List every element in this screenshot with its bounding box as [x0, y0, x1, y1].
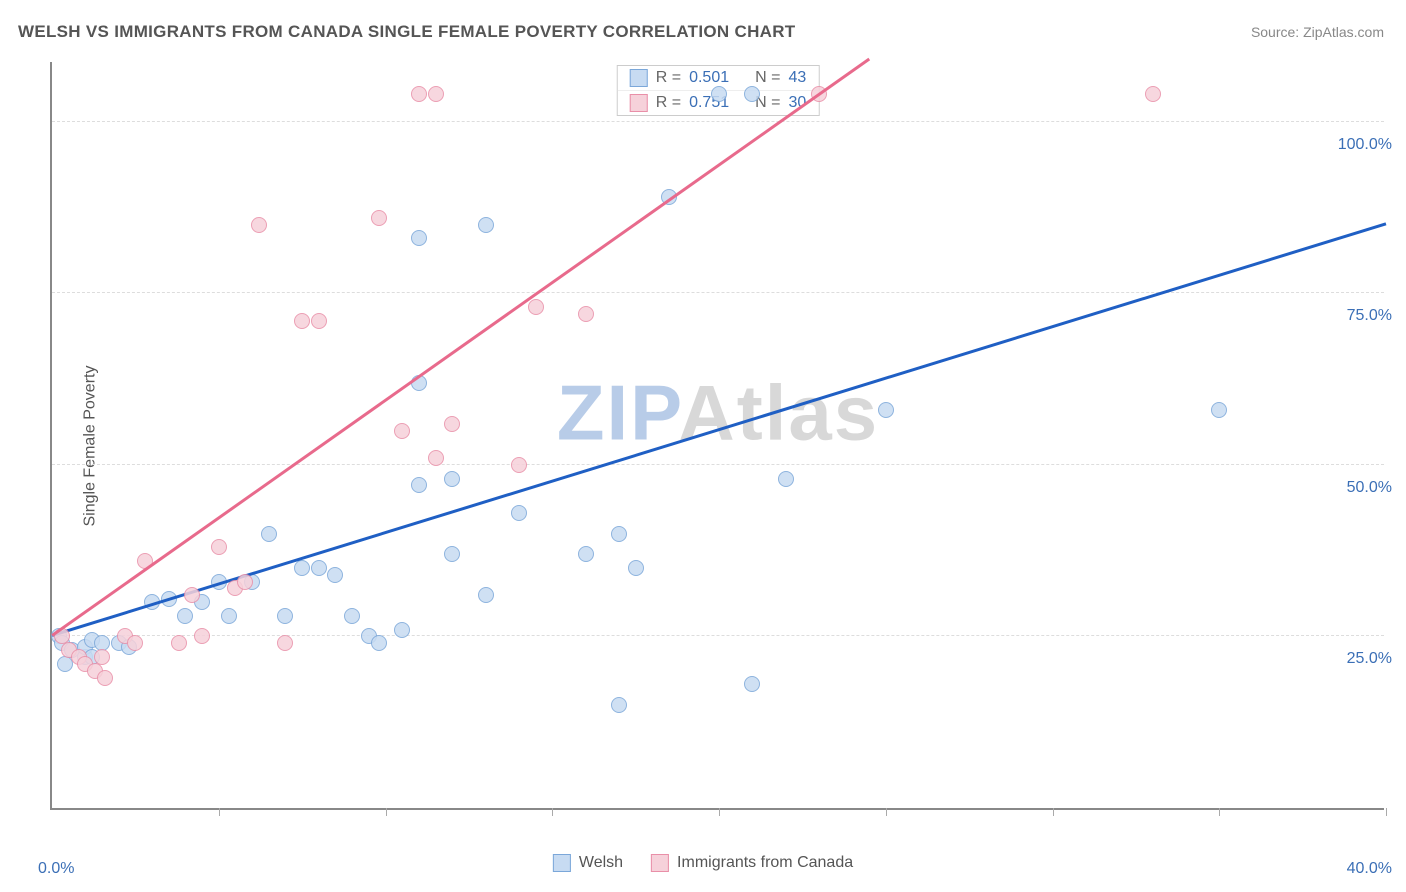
data-point-canada: [311, 313, 327, 329]
data-point-canada: [444, 416, 460, 432]
swatch-welsh: [630, 69, 648, 87]
data-point-welsh: [1211, 402, 1227, 418]
x-tick: [1386, 808, 1387, 816]
trendline-welsh: [52, 222, 1387, 636]
data-point-canada: [528, 299, 544, 315]
legend-item-canada: Immigrants from Canada: [651, 854, 853, 872]
y-tick-label: 100.0%: [1338, 136, 1392, 154]
data-point-welsh: [628, 560, 644, 576]
source-attribution: Source: ZipAtlas.com: [1251, 24, 1384, 40]
source-prefix: Source:: [1251, 24, 1303, 40]
data-point-welsh: [371, 635, 387, 651]
data-point-canada: [171, 635, 187, 651]
x-tick: [1053, 808, 1054, 816]
data-point-canada: [237, 574, 253, 590]
data-point-welsh: [444, 546, 460, 562]
data-point-welsh: [511, 505, 527, 521]
data-point-welsh: [444, 471, 460, 487]
data-point-welsh: [711, 86, 727, 102]
gridline-h: [52, 635, 1384, 636]
swatch-canada: [630, 94, 648, 112]
legend-label-canada: Immigrants from Canada: [677, 854, 853, 872]
r-label: R =: [656, 94, 681, 112]
data-point-welsh: [344, 608, 360, 624]
data-point-canada: [371, 210, 387, 226]
data-point-canada: [277, 635, 293, 651]
series-legend: Welsh Immigrants from Canada: [553, 854, 853, 872]
data-point-canada: [294, 313, 310, 329]
data-point-welsh: [294, 560, 310, 576]
data-point-canada: [127, 635, 143, 651]
y-tick-label: 25.0%: [1347, 650, 1392, 668]
legend-item-welsh: Welsh: [553, 854, 623, 872]
scatter-plot: ZIPAtlas R = 0.501 N = 43 R = 0.751 N = …: [50, 62, 1384, 810]
data-point-welsh: [778, 471, 794, 487]
legend-label-welsh: Welsh: [579, 854, 623, 872]
watermark-left: ZIP: [557, 368, 679, 456]
data-point-canada: [1145, 86, 1161, 102]
data-point-canada: [394, 423, 410, 439]
source-name: ZipAtlas.com: [1303, 24, 1384, 40]
x-tick: [1219, 808, 1220, 816]
data-point-welsh: [411, 477, 427, 493]
data-point-welsh: [578, 546, 594, 562]
trendline-canada: [51, 58, 870, 636]
data-point-welsh: [744, 86, 760, 102]
y-tick-label: 75.0%: [1347, 307, 1392, 325]
data-point-canada: [428, 450, 444, 466]
data-point-welsh: [478, 587, 494, 603]
data-point-welsh: [478, 217, 494, 233]
x-tick: [386, 808, 387, 816]
data-point-canada: [184, 587, 200, 603]
data-point-welsh: [261, 526, 277, 542]
x-tick: [719, 808, 720, 816]
data-point-welsh: [744, 676, 760, 692]
x-tick: [886, 808, 887, 816]
data-point-welsh: [221, 608, 237, 624]
data-point-canada: [411, 86, 427, 102]
x-tick-label: 0.0%: [38, 860, 74, 878]
data-point-welsh: [878, 402, 894, 418]
swatch-welsh: [553, 854, 571, 872]
x-tick: [552, 808, 553, 816]
data-point-welsh: [311, 560, 327, 576]
data-point-canada: [578, 306, 594, 322]
n-value-welsh: 43: [788, 69, 806, 87]
x-tick-label: 40.0%: [1347, 860, 1392, 878]
data-point-canada: [194, 628, 210, 644]
chart-title: WELSH VS IMMIGRANTS FROM CANADA SINGLE F…: [18, 22, 795, 42]
data-point-welsh: [327, 567, 343, 583]
data-point-canada: [251, 217, 267, 233]
data-point-welsh: [394, 622, 410, 638]
y-tick-label: 50.0%: [1347, 479, 1392, 497]
data-point-canada: [211, 539, 227, 555]
data-point-welsh: [611, 526, 627, 542]
data-point-welsh: [277, 608, 293, 624]
x-tick: [219, 808, 220, 816]
data-point-welsh: [177, 608, 193, 624]
r-value-welsh: 0.501: [689, 69, 729, 87]
swatch-canada: [651, 854, 669, 872]
data-point-canada: [428, 86, 444, 102]
data-point-welsh: [411, 230, 427, 246]
gridline-h: [52, 464, 1384, 465]
data-point-welsh: [611, 697, 627, 713]
gridline-h: [52, 292, 1384, 293]
data-point-canada: [97, 670, 113, 686]
data-point-canada: [511, 457, 527, 473]
gridline-h: [52, 121, 1384, 122]
r-label: R =: [656, 69, 681, 87]
watermark: ZIPAtlas: [557, 367, 879, 458]
data-point-canada: [94, 649, 110, 665]
n-label: N =: [755, 69, 780, 87]
